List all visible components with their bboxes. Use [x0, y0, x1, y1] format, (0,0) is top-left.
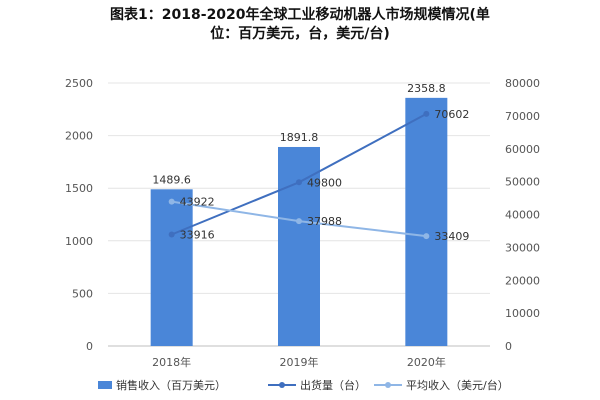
line-shipments-value-label: 33916 — [180, 229, 215, 242]
legend-label-average-revenue: 平均收入（美元/台） — [406, 378, 509, 392]
bar-value-label: 1489.6 — [152, 173, 191, 186]
line-average-revenue-point — [423, 233, 430, 240]
left-axis-tick-label: 1500 — [65, 182, 93, 195]
line-shipments-point — [168, 231, 175, 238]
x-axis-category-label: 2018年 — [152, 355, 191, 369]
right-axis-tick-label: 60000 — [505, 143, 540, 156]
right-axis-tick-label: 0 — [505, 340, 512, 353]
legend-label-shipments: 出货量（台） — [300, 378, 366, 392]
right-axis-tick-label: 80000 — [505, 77, 540, 90]
legend-marker-shipments — [279, 382, 285, 388]
line-average-revenue-point — [168, 198, 175, 205]
right-axis-tick-label: 10000 — [505, 307, 540, 320]
left-axis-tick-label: 2000 — [65, 130, 93, 143]
chart-title: 图表1：2018-2020年全球工业移动机器人市场规模情况(单 位：百万美元，台… — [0, 6, 600, 44]
bar-sales-revenue — [150, 189, 193, 346]
x-axis-category-label: 2019年 — [280, 355, 319, 369]
bar-sales-revenue — [405, 97, 448, 346]
right-axis-tick-label: 70000 — [505, 110, 540, 123]
legend-marker-average-revenue — [385, 382, 391, 388]
left-axis-tick-label: 0 — [86, 340, 93, 353]
left-axis-tick-label: 500 — [72, 287, 93, 300]
line-shipments-point — [423, 110, 430, 117]
legend-label-sales-revenue: 销售收入（百万美元） — [116, 378, 226, 392]
right-axis-tick-label: 50000 — [505, 176, 540, 189]
line-average-revenue-value-label: 37988 — [307, 215, 342, 228]
chart-title-line-2: 位：百万美元，台，美元/台) — [210, 26, 390, 42]
bar-value-label: 1891.8 — [280, 131, 319, 144]
line-shipments-point — [296, 179, 302, 186]
line-shipments-value-label: 49800 — [307, 176, 342, 189]
legend-swatch-sales-revenue — [98, 381, 112, 389]
left-axis-tick-label: 1000 — [65, 235, 93, 248]
line-average-revenue-point — [296, 218, 302, 225]
line-average-revenue-value-label: 33409 — [434, 230, 469, 243]
chart-title-line-1: 图表1：2018-2020年全球工业移动机器人市场规模情况(单 — [110, 7, 490, 23]
x-axis-category-label: 2020年 — [407, 355, 446, 369]
right-axis-tick-label: 40000 — [505, 209, 540, 222]
line-shipments-value-label: 70602 — [434, 108, 469, 121]
bar-value-label: 2358.8 — [407, 82, 446, 95]
right-axis-tick-label: 30000 — [505, 241, 540, 254]
right-axis-tick-label: 20000 — [505, 274, 540, 287]
line-average-revenue-value-label: 43922 — [180, 196, 215, 209]
left-axis-tick-label: 2500 — [65, 77, 93, 90]
